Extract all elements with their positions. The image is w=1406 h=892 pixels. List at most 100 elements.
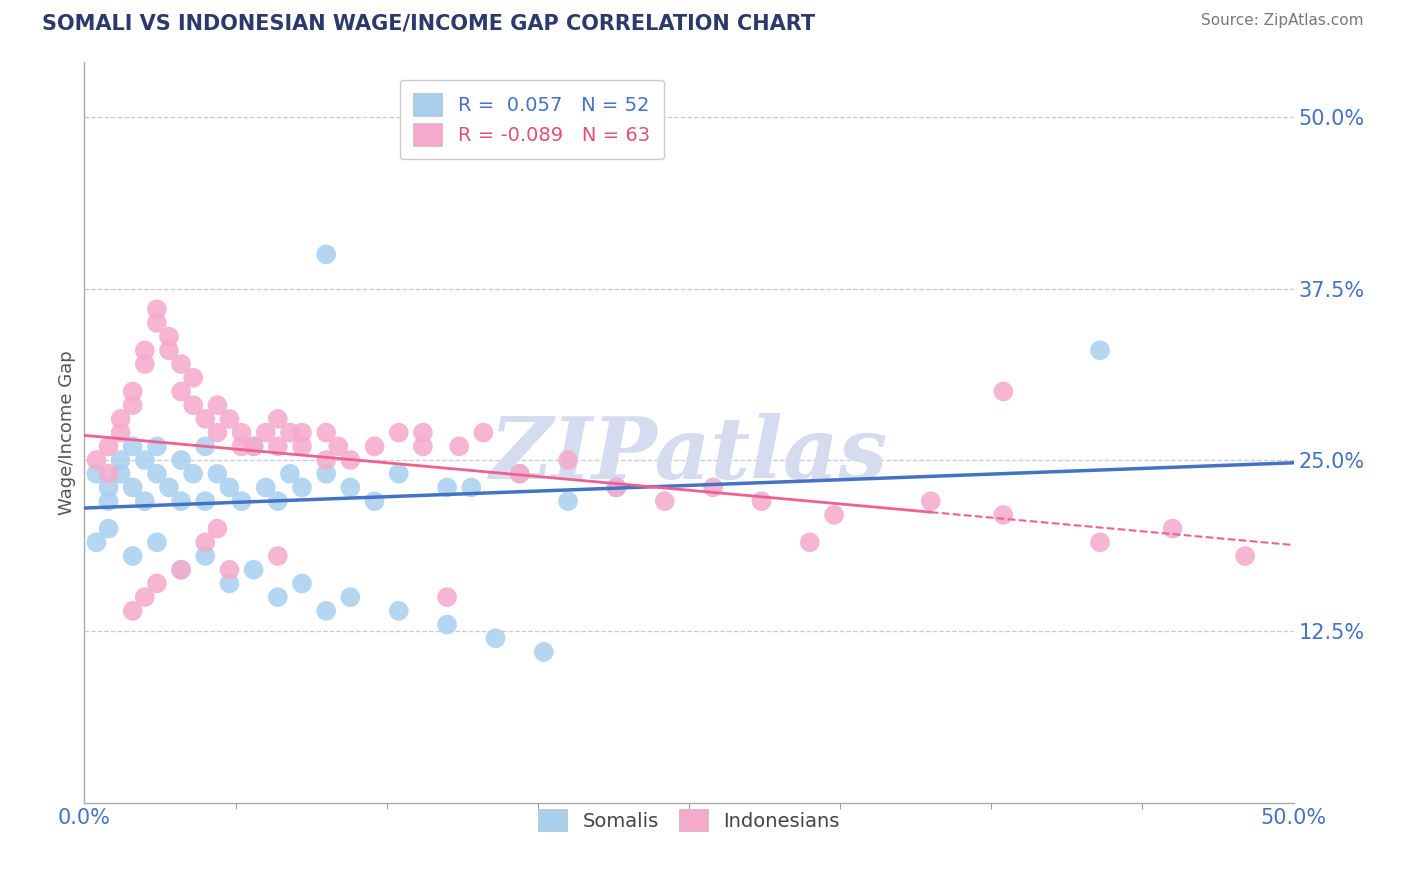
- Point: [509, 467, 531, 481]
- Point: [121, 439, 143, 453]
- Point: [1234, 549, 1257, 563]
- Point: [207, 522, 229, 536]
- Point: [920, 494, 942, 508]
- Point: [339, 590, 361, 604]
- Point: [97, 480, 120, 494]
- Point: [460, 480, 482, 494]
- Point: [170, 563, 193, 577]
- Point: [134, 357, 156, 371]
- Point: [194, 412, 217, 426]
- Point: [146, 535, 169, 549]
- Point: [315, 425, 337, 440]
- Point: [121, 384, 143, 399]
- Point: [218, 480, 240, 494]
- Point: [291, 480, 314, 494]
- Point: [339, 480, 361, 494]
- Point: [170, 453, 193, 467]
- Point: [291, 576, 314, 591]
- Point: [146, 467, 169, 481]
- Point: [97, 494, 120, 508]
- Point: [134, 494, 156, 508]
- Point: [654, 494, 676, 508]
- Point: [449, 439, 471, 453]
- Point: [110, 412, 132, 426]
- Point: [242, 563, 264, 577]
- Point: [315, 453, 337, 467]
- Point: [218, 412, 240, 426]
- Y-axis label: Wage/Income Gap: Wage/Income Gap: [58, 351, 76, 515]
- Point: [533, 645, 555, 659]
- Point: [436, 590, 458, 604]
- Point: [97, 439, 120, 453]
- Point: [388, 425, 411, 440]
- Point: [388, 604, 411, 618]
- Point: [194, 439, 217, 453]
- Point: [605, 480, 627, 494]
- Point: [388, 467, 411, 481]
- Point: [86, 453, 108, 467]
- Text: Source: ZipAtlas.com: Source: ZipAtlas.com: [1201, 13, 1364, 29]
- Point: [157, 343, 180, 358]
- Point: [267, 439, 290, 453]
- Point: [339, 453, 361, 467]
- Point: [170, 357, 193, 371]
- Point: [412, 439, 434, 453]
- Point: [436, 480, 458, 494]
- Point: [157, 480, 180, 494]
- Point: [110, 425, 132, 440]
- Point: [97, 522, 120, 536]
- Point: [170, 563, 193, 577]
- Point: [1088, 343, 1111, 358]
- Point: [291, 439, 314, 453]
- Point: [110, 467, 132, 481]
- Point: [218, 563, 240, 577]
- Point: [146, 316, 169, 330]
- Text: ZIPatlas: ZIPatlas: [489, 413, 889, 497]
- Point: [1161, 522, 1184, 536]
- Point: [315, 467, 337, 481]
- Point: [557, 453, 579, 467]
- Point: [194, 549, 217, 563]
- Point: [993, 508, 1015, 522]
- Point: [557, 494, 579, 508]
- Point: [231, 439, 253, 453]
- Point: [170, 494, 193, 508]
- Point: [267, 549, 290, 563]
- Point: [181, 467, 204, 481]
- Point: [121, 398, 143, 412]
- Point: [267, 412, 290, 426]
- Point: [121, 549, 143, 563]
- Point: [231, 494, 253, 508]
- Point: [412, 425, 434, 440]
- Point: [993, 384, 1015, 399]
- Point: [278, 425, 301, 440]
- Point: [291, 425, 314, 440]
- Point: [121, 604, 143, 618]
- Point: [254, 480, 277, 494]
- Point: [207, 467, 229, 481]
- Point: [242, 439, 264, 453]
- Point: [484, 632, 506, 646]
- Point: [181, 398, 204, 412]
- Point: [121, 480, 143, 494]
- Point: [328, 439, 350, 453]
- Point: [509, 467, 531, 481]
- Point: [472, 425, 495, 440]
- Point: [278, 467, 301, 481]
- Point: [751, 494, 773, 508]
- Point: [218, 576, 240, 591]
- Point: [194, 494, 217, 508]
- Point: [110, 453, 132, 467]
- Point: [170, 384, 193, 399]
- Point: [605, 480, 627, 494]
- Legend: Somalis, Indonesians: Somalis, Indonesians: [524, 796, 853, 845]
- Point: [157, 329, 180, 343]
- Point: [1088, 535, 1111, 549]
- Point: [146, 576, 169, 591]
- Text: SOMALI VS INDONESIAN WAGE/INCOME GAP CORRELATION CHART: SOMALI VS INDONESIAN WAGE/INCOME GAP COR…: [42, 13, 815, 33]
- Point: [363, 439, 385, 453]
- Point: [267, 590, 290, 604]
- Point: [363, 494, 385, 508]
- Point: [146, 302, 169, 317]
- Point: [97, 467, 120, 481]
